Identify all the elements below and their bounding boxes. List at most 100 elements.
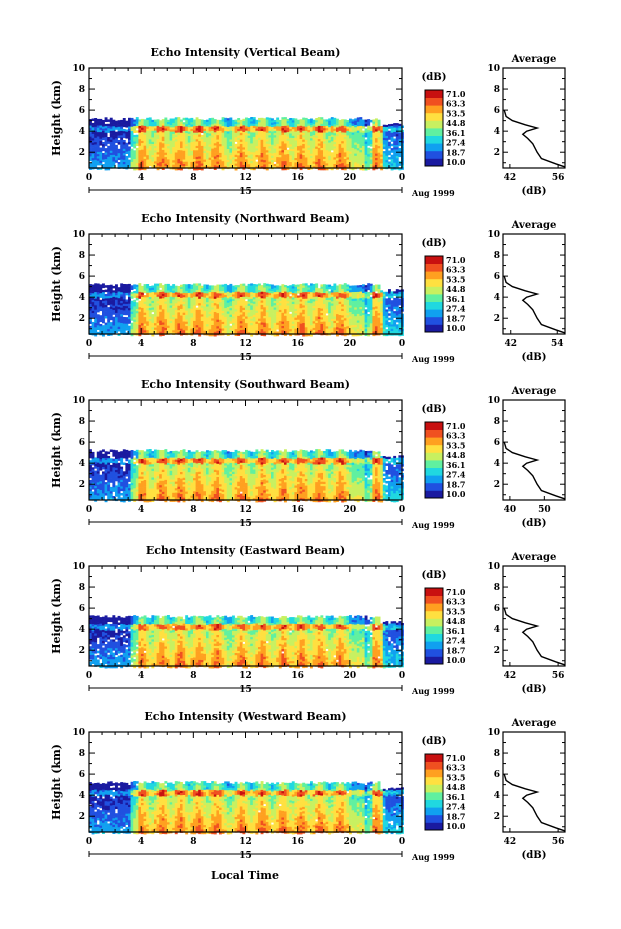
heatmap-cell <box>229 139 233 142</box>
heatmap-cell <box>120 298 124 302</box>
heatmap-cell <box>323 126 326 129</box>
heatmap-cell <box>232 287 235 291</box>
heatmap-cell <box>115 299 118 303</box>
heatmap-cell <box>161 296 165 299</box>
heatmap-cell <box>312 157 316 160</box>
heatmap-cell <box>159 144 163 147</box>
heatmap-cell <box>120 119 124 123</box>
heatmap-cell <box>208 300 212 304</box>
heatmap-cell <box>356 117 360 120</box>
heatmap-cell <box>265 126 269 129</box>
heatmap-cell <box>239 141 243 145</box>
heatmap-cell <box>133 304 137 307</box>
heatmap-cell <box>302 122 306 125</box>
heatmap-cell <box>91 153 95 157</box>
heatmap-cell <box>112 126 116 129</box>
heatmap-cell <box>141 158 144 161</box>
heatmap-cell <box>104 311 108 315</box>
heatmap-cell <box>146 148 150 152</box>
heatmap-cell <box>200 301 204 304</box>
heatmap-cell <box>380 165 384 169</box>
heatmap-cell <box>325 141 329 144</box>
heatmap-cell <box>276 124 280 127</box>
heatmap-cell <box>221 132 225 136</box>
heatmap-cell <box>122 135 126 139</box>
heatmap-cell <box>237 148 241 152</box>
heatmap-cell <box>263 151 267 154</box>
heatmap-cell <box>330 312 334 315</box>
heatmap-cell <box>338 150 342 154</box>
heatmap-cell <box>146 299 150 302</box>
heatmap-cell <box>112 327 116 331</box>
heatmap-cell <box>338 128 342 132</box>
heatmap-cell <box>180 322 183 325</box>
heatmap-cell <box>284 152 287 155</box>
heatmap-cell <box>325 145 329 149</box>
heatmap-cell <box>356 146 360 149</box>
heatmap-cell <box>323 165 326 169</box>
heatmap-cell <box>128 286 131 289</box>
heatmap-cell <box>245 146 248 149</box>
heatmap-cell <box>232 139 235 143</box>
heatmap-cell <box>185 152 189 156</box>
heatmap-cell <box>130 144 134 147</box>
heatmap-cell <box>122 131 126 134</box>
heatmap-cell <box>328 319 332 323</box>
heatmap-cell <box>341 136 345 140</box>
heatmap-cell <box>99 140 103 144</box>
heatmap-cell <box>91 326 95 329</box>
heatmap-cell <box>229 290 233 293</box>
heatmap-cell <box>338 288 342 292</box>
heatmap-cell <box>115 288 118 292</box>
heatmap-cell <box>286 310 290 313</box>
heatmap-cell <box>164 308 168 311</box>
heatmap-cell <box>213 294 217 297</box>
heatmap-cell <box>154 323 157 326</box>
heatmap-cell <box>237 144 241 147</box>
heatmap-cell <box>258 301 261 304</box>
heatmap-cell <box>161 149 165 153</box>
heatmap-cell <box>190 144 194 147</box>
heatmap-cell <box>325 150 329 153</box>
heatmap-cell <box>276 316 280 319</box>
heatmap-cell <box>286 149 290 153</box>
heatmap-cell <box>112 321 116 324</box>
heatmap-cell <box>208 129 212 132</box>
heatmap-cell <box>89 158 92 162</box>
heatmap-cell <box>367 149 371 153</box>
heatmap-cell <box>312 297 316 300</box>
heatmap-cell <box>330 161 334 164</box>
heatmap-cell <box>133 143 137 147</box>
heatmap-cell <box>271 149 274 152</box>
heatmap-cell <box>310 292 313 295</box>
heatmap-cell <box>268 119 272 123</box>
heatmap-cell <box>258 159 261 163</box>
heatmap-cell <box>263 313 267 317</box>
heatmap-cell <box>187 321 191 324</box>
heatmap-cell <box>200 332 204 335</box>
heatmap-cell <box>180 143 183 147</box>
heatmap-cell <box>255 130 259 134</box>
heatmap-cell <box>297 297 300 301</box>
heatmap-cell <box>252 297 256 300</box>
heatmap-cell <box>304 153 308 156</box>
heatmap-cell <box>247 327 251 331</box>
heatmap-cell <box>320 288 324 292</box>
heatmap-cell <box>310 144 313 148</box>
heatmap-cell <box>271 304 274 307</box>
heatmap-cell <box>213 127 217 131</box>
heatmap-cell <box>242 121 246 124</box>
heatmap-cell <box>284 304 287 308</box>
heatmap-cell <box>333 137 337 141</box>
heatmap-cell <box>172 144 176 148</box>
heatmap-cell <box>250 119 254 122</box>
heatmap-cell <box>284 167 287 171</box>
heatmap-cell <box>200 123 204 127</box>
heatmap-cell <box>172 149 176 152</box>
heatmap-cell <box>250 327 254 330</box>
heatmap-cell <box>323 317 326 320</box>
heatmap-cell <box>273 320 277 324</box>
heatmap-cell <box>286 323 290 326</box>
heatmap-cell <box>213 119 217 122</box>
heatmap-cell <box>341 154 345 157</box>
